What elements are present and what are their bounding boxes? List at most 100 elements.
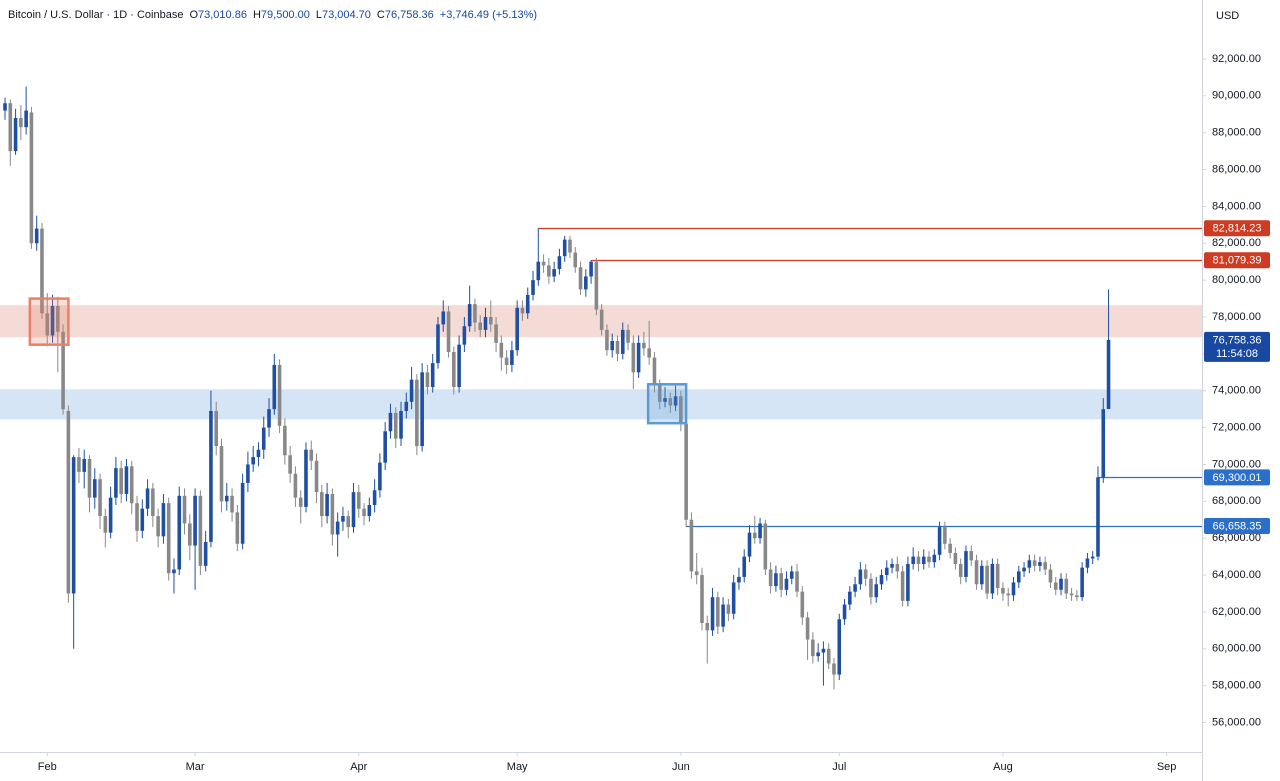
candle-body (679, 396, 683, 424)
candle-body (330, 493, 335, 535)
candle-body (1027, 560, 1032, 568)
candle-body (499, 342, 504, 358)
y-tick-label: 72,000.00 (1212, 422, 1261, 434)
candle-body (547, 265, 551, 277)
candle-body (193, 495, 197, 546)
y-tick-label: 60,000.00 (1212, 643, 1261, 655)
candle-body (795, 571, 799, 592)
candle-body (789, 571, 794, 579)
legend-header: Bitcoin / U.S. Dollar · 1D · Coinbase O73… (8, 9, 537, 21)
candle-body (816, 652, 820, 657)
candle-body (420, 372, 424, 447)
candle-body (467, 304, 472, 327)
x-tick-label: Aug (993, 761, 1013, 773)
candle-body (668, 398, 673, 406)
candle-body (235, 512, 240, 544)
candle-body (541, 261, 546, 266)
candle-body (1059, 578, 1063, 590)
y-tick-label: 86,000.00 (1212, 163, 1261, 175)
candle-body (103, 516, 108, 533)
candle-body (425, 372, 430, 388)
candle-body (1016, 571, 1021, 583)
candle-body (320, 492, 324, 517)
candle-body (784, 578, 789, 590)
candle-body (1085, 558, 1090, 568)
candle-body (267, 409, 271, 428)
last-price-tag (1204, 331, 1270, 362)
candle-body (578, 267, 583, 290)
candle-body (573, 252, 578, 268)
price-tag (1204, 518, 1270, 535)
currency: USD (1216, 10, 1239, 22)
candle-body (177, 495, 182, 570)
candle-body (240, 482, 245, 544)
candle-body (631, 342, 636, 373)
header-text: Bitcoin / U.S. Dollar · 1D · Coinbase (8, 9, 183, 21)
candle-body (388, 412, 393, 432)
candle-body (399, 411, 403, 439)
candle-body (652, 357, 657, 386)
candle-body (673, 396, 678, 406)
candle-body (219, 446, 224, 502)
candle-body (1101, 409, 1106, 478)
candle-body (985, 565, 989, 594)
candle-body (166, 503, 171, 574)
candle-body (277, 364, 282, 426)
candle-body (953, 552, 958, 564)
price-tag (1204, 252, 1270, 269)
candle-body (1006, 593, 1011, 596)
candle-body (536, 261, 541, 281)
candle-body (188, 523, 192, 546)
candle-body (626, 329, 630, 343)
candle-body (879, 575, 884, 585)
price-tag (1204, 469, 1270, 486)
y-tick-label: 64,000.00 (1212, 569, 1261, 581)
price-tag-label: 66,658.35 (1213, 520, 1262, 532)
candle-body (858, 569, 863, 585)
candle-body (1096, 477, 1100, 557)
candle-body (214, 411, 219, 447)
candle-body (874, 584, 879, 598)
candle-body (108, 497, 113, 533)
candle-body (135, 503, 139, 531)
candle-body (599, 309, 604, 330)
candle-body (24, 110, 28, 128)
candle-body (251, 457, 255, 465)
candle-body (298, 497, 303, 507)
candle-body (1053, 582, 1058, 590)
candle-body (462, 326, 467, 345)
candle-body (995, 564, 1000, 588)
candle-body (1080, 567, 1084, 598)
candle-body (457, 344, 461, 388)
candle-body (1032, 560, 1037, 566)
candle-body (140, 508, 145, 531)
header-text: +3,746.49 (+5.13%) (440, 9, 537, 21)
price-tag-label: 82,814.23 (1213, 223, 1262, 235)
candle-body (8, 103, 13, 152)
candle-body (758, 523, 762, 539)
candle-body (378, 462, 382, 491)
candle-body (161, 503, 166, 537)
candle-body (45, 313, 50, 336)
candle-body (404, 401, 409, 412)
candle-body (1043, 562, 1047, 570)
candle-body (87, 458, 92, 498)
candle-body (224, 495, 229, 502)
candle-body (710, 597, 715, 631)
price-tag-label: 69,300.01 (1213, 472, 1262, 484)
candle-body (890, 564, 894, 568)
candle-body (520, 307, 525, 314)
candle-body (927, 556, 931, 563)
candle-body (663, 398, 667, 402)
candle-body (367, 505, 372, 517)
candle-body (826, 648, 831, 664)
candle-body (1011, 582, 1016, 596)
y-tick-label: 68,000.00 (1212, 495, 1261, 507)
candle-body (552, 269, 556, 277)
price-tag-label: 81,079.39 (1213, 255, 1262, 267)
candle-body (821, 648, 826, 653)
candle-body (869, 578, 873, 598)
candle-body (3, 103, 7, 111)
candle-body (430, 363, 435, 388)
candle-body (383, 431, 387, 463)
